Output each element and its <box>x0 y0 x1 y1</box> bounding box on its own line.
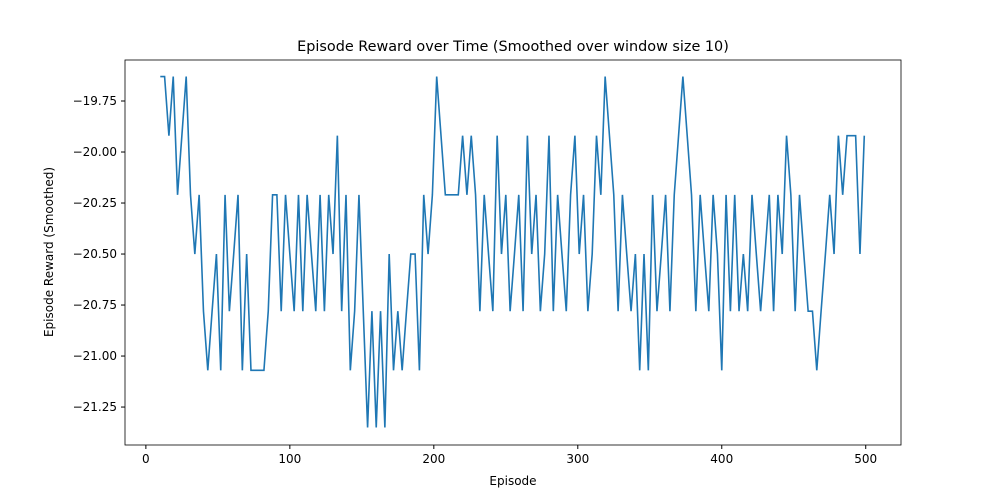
x-tick-label: 200 <box>422 452 445 466</box>
x-axis-label: Episode <box>489 474 536 488</box>
axes-frame <box>124 59 902 446</box>
y-tick-label: −20.00 <box>73 145 117 159</box>
y-tick-label: −20.75 <box>73 298 117 312</box>
x-tick-label: 100 <box>278 452 301 466</box>
y-tick-label: −20.50 <box>73 247 117 261</box>
y-tick-label: −20.25 <box>73 196 117 210</box>
y-tick-label: −21.00 <box>73 349 117 363</box>
x-tick-label: 400 <box>710 452 733 466</box>
y-tick-label: −21.25 <box>73 400 117 414</box>
y-axis-label: Episode Reward (Smoothed) <box>42 167 56 337</box>
x-tick-label: 0 <box>142 452 150 466</box>
line-series <box>160 75 866 428</box>
chart-title: Episode Reward over Time (Smoothed over … <box>297 39 729 55</box>
x-tick-label: 300 <box>566 452 589 466</box>
x-tick-label: 500 <box>854 452 877 466</box>
y-tick-label: −19.75 <box>73 94 117 108</box>
